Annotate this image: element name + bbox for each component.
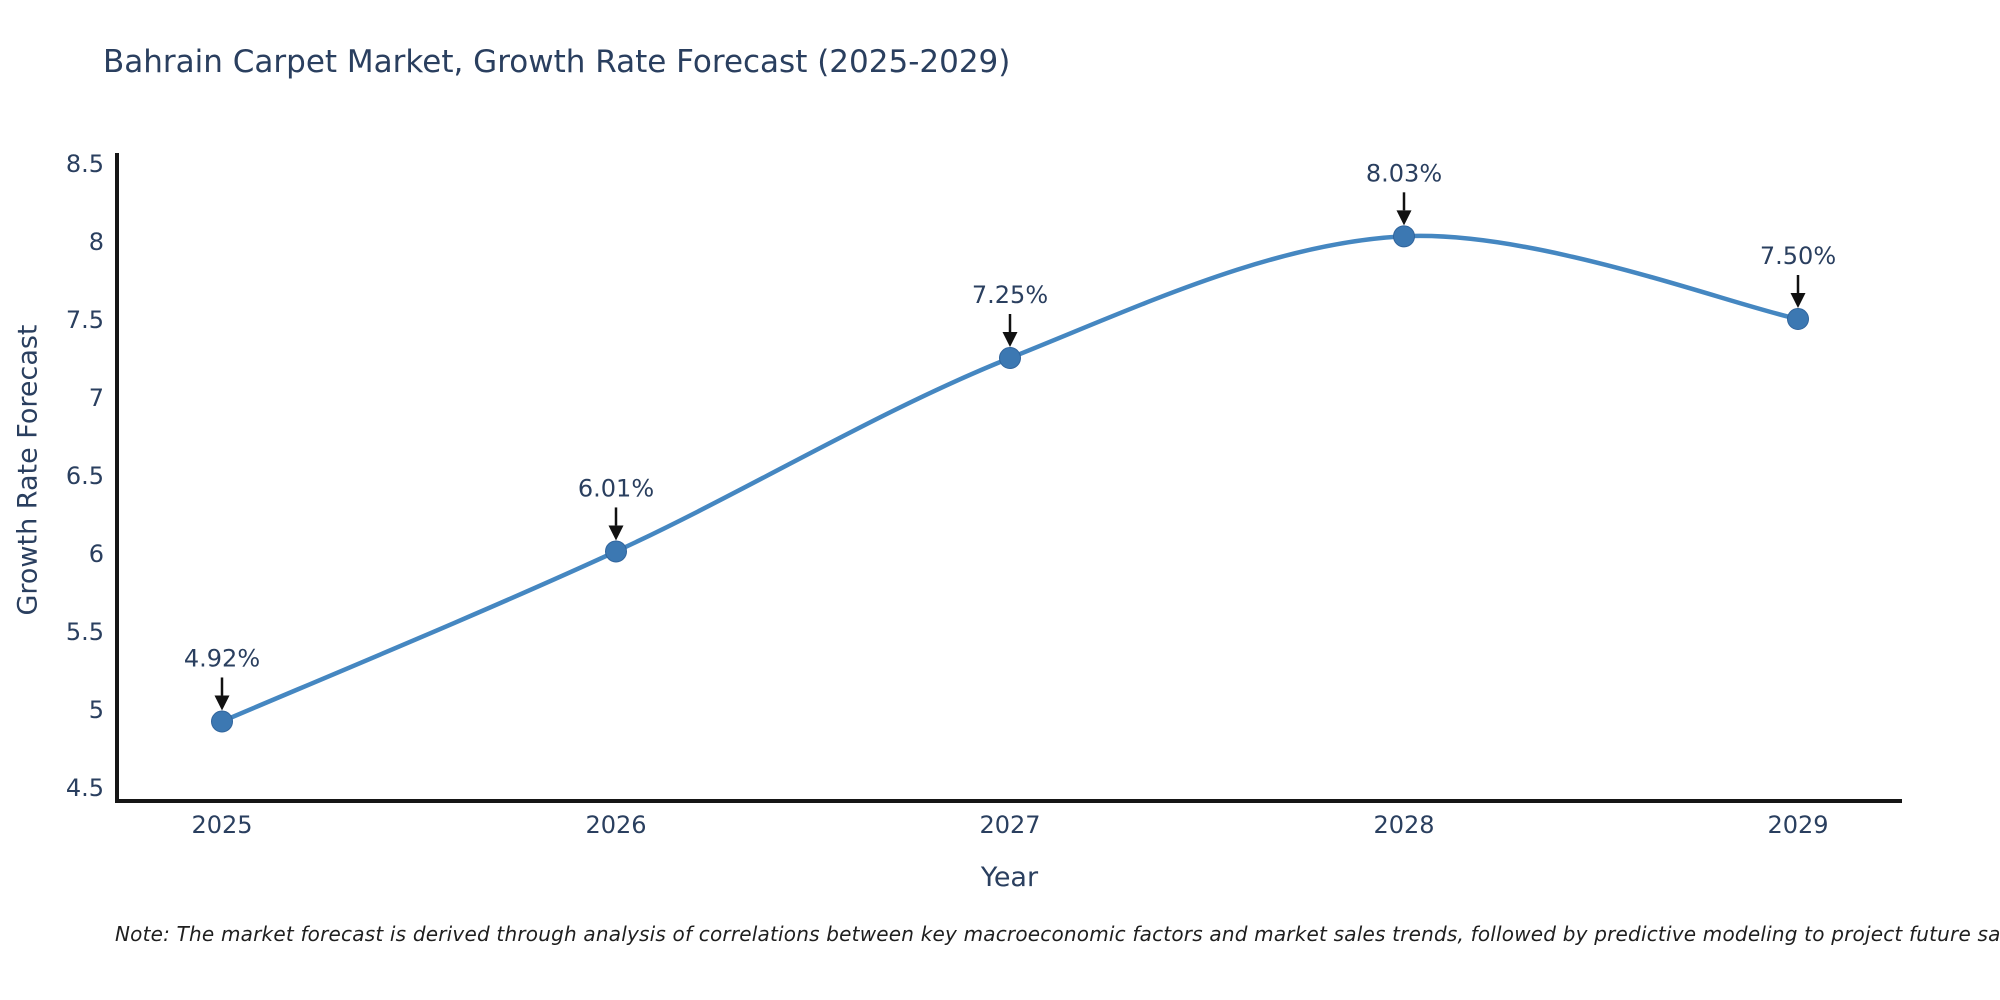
y-tick-label: 6 [89,540,104,568]
y-tick-label: 7 [89,384,104,412]
y-tick-label: 7.5 [66,306,104,334]
x-tick-label: 2029 [1767,811,1828,839]
y-tick-label: 8.5 [66,150,104,178]
y-tick-label: 5.5 [66,618,104,646]
annotation-arrow-head [1002,332,1018,347]
annotation-arrow-head [1396,210,1412,226]
data-point-2027 [999,347,1021,369]
point-annotation-label: 6.01% [578,474,654,502]
data-point-2029 [1787,308,1809,330]
annotation-arrow-head [1790,293,1806,308]
y-tick-label: 6.5 [66,462,104,490]
x-tick-label: 2028 [1373,811,1434,839]
methodology-note: Note: The market forecast is derived thr… [115,922,2000,946]
annotation-arrow-head [608,525,624,541]
chart-title: Bahrain Carpet Market, Growth Rate Forec… [103,44,1011,80]
x-axis-title: Year [980,862,1039,893]
x-tick-label: 2026 [585,811,646,839]
point-annotation-label: 8.03% [1366,159,1442,187]
y-axis-title: Growth Rate Forecast [12,324,44,616]
point-annotation-label: 7.50% [1760,242,1836,270]
annotation-arrow-head [214,695,230,711]
y-tick-label: 4.5 [66,774,104,802]
point-annotation-label: 7.25% [972,281,1048,309]
x-tick-label: 2027 [979,811,1040,839]
data-point-2026 [605,540,627,563]
point-annotation-label: 4.92% [184,644,260,672]
y-tick-label: 8 [89,228,104,256]
y-tick-label: 5 [89,696,104,724]
data-point-2025 [211,710,233,733]
x-tick-label: 2025 [191,811,252,839]
data-point-2028 [1393,225,1415,248]
